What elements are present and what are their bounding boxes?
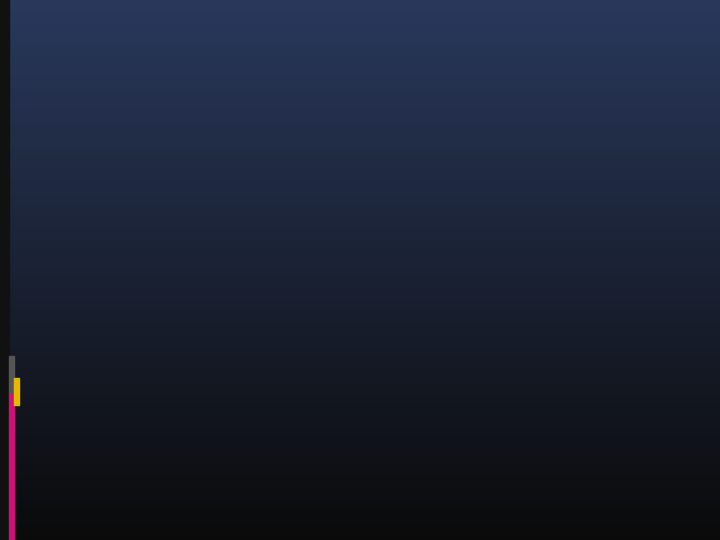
Text: 2: 2 [612, 449, 624, 467]
Text: 2: 2 [145, 257, 157, 275]
Text: HESS’S LAW: HESS’S LAW [632, 46, 713, 59]
Text: WC(s): WC(s) [457, 145, 510, 163]
Text: 40: 40 [691, 520, 706, 530]
Text: $_{2(g)}$: $_{2(g)}$ [153, 215, 179, 233]
Text: $_{(s)}$ + 3O: $_{(s)}$ + 3O [59, 214, 129, 234]
Text: $\Delta$H  =  -393.5 kJ: $\Delta$H = -393.5 kJ [392, 297, 536, 319]
Text: C(graphite)  +  O$_2$$_{(g)}$: C(graphite) + O$_2$$_{(g)}$ [29, 296, 211, 320]
Text: O$_2$$_{(g)}$  +  2W: O$_2$$_{(g)}$ + 2W [70, 399, 180, 422]
Text: 2: 2 [545, 257, 557, 275]
Text: $\Delta$H  =  -1685.8 kJ: $\Delta$H = -1685.8 kJ [392, 213, 546, 235]
Text: 2W: 2W [29, 215, 58, 233]
Text: 2C: 2C [29, 401, 53, 420]
Text: C$_{(s)}$  +  5O$_2$$_{(g)}$ ; $\Delta$H  =  2391.8kJ: C$_{(s)}$ + 5O$_2$$_{(g)}$ ; $\Delta$H =… [342, 399, 622, 422]
Text: 2: 2 [158, 449, 170, 467]
Text: CO$_2$$_{(g)}$ ;: CO$_2$$_{(g)}$ ; [302, 296, 368, 319]
Text: W(s)  +  C(graphite): W(s) + C(graphite) [144, 145, 325, 163]
Text: 2W: 2W [302, 401, 332, 420]
Text: EXAMPLE 6.8  cont…: EXAMPLE 6.8 cont… [29, 65, 270, 85]
Text: O$_3$$_{(s)}$: O$_3$$_{(s)}$ [216, 400, 256, 421]
Text: $\mathit{2WO_3(s)}$ ;: $\mathit{2WO_3(s)}$ ; [252, 214, 339, 234]
Text: THERMOCHEMISTRY: THERMOCHEMISTRY [580, 24, 713, 37]
